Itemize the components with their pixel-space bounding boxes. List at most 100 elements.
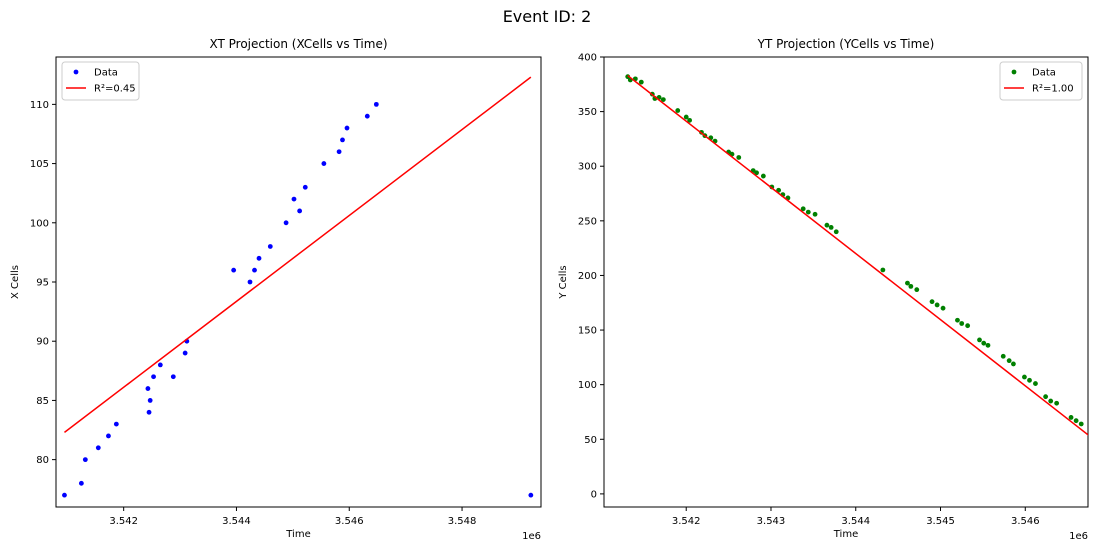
chart1-data-point (675, 108, 681, 113)
chart1-data-point (1054, 400, 1060, 406)
chart0-legend-marker (73, 69, 79, 75)
chart1-ytick-label: 100 (578, 380, 597, 391)
chart0-ylabel: X Cells (10, 265, 21, 299)
chart1-ytick-label: 200 (578, 271, 597, 282)
chart0-xtick-label: 3.546 (335, 516, 364, 527)
chart1-data-point (985, 342, 991, 348)
chart1-ylabel: Y Cells (558, 265, 569, 299)
chart1-xtick-label: 3.542 (672, 516, 701, 527)
chart0-data-point (344, 125, 350, 131)
chart0-ytick-label: 100 (30, 218, 49, 229)
chart1-data-point (1068, 415, 1074, 420)
chart0-data-point (95, 445, 101, 451)
chart1-data-point (1011, 361, 1016, 367)
chart0-data-point (62, 492, 67, 498)
chart0-x-offset-label: 1e6 (522, 531, 541, 542)
chart1-data-point (880, 267, 886, 273)
chart0-data-point (147, 398, 153, 403)
chart0-legend-label: Data (94, 68, 118, 79)
chart1-data-point (1078, 421, 1084, 427)
chart0-data-point (336, 149, 342, 155)
chart1-data-point (934, 302, 940, 308)
chart0-data-layer (62, 76, 534, 498)
chart1-ytick-label: 50 (584, 435, 597, 446)
chart0-ytick-label: 90 (36, 337, 49, 348)
chart1-data-point (905, 280, 910, 286)
chart1-ytick-label: 150 (578, 326, 597, 337)
yt-projection-plot: YT Projection (YCells vs Time) 3.542 3.543… (558, 37, 1089, 542)
chart0-data-point (283, 220, 289, 226)
chart1-ytick-label: 250 (578, 216, 597, 227)
chart0-fit-line (64, 76, 532, 433)
chart1-data-point (1027, 377, 1032, 383)
chart1-data-point (683, 114, 689, 120)
chart1-data-point (660, 97, 666, 102)
chart0-data-point (297, 208, 303, 214)
chart1-data-point (977, 337, 982, 343)
chart1-ytick-label: 400 (578, 53, 597, 64)
chart1-data-point (760, 173, 766, 179)
chart1-ytick-label: 0 (591, 489, 597, 500)
chart0-data-point (151, 374, 156, 380)
chart1-title: YT Projection (YCells vs Time) (757, 37, 935, 51)
chart0-data-point (157, 362, 163, 368)
chart0-title: XT Projection (XCells vs Time) (209, 37, 387, 51)
chart0-data-point (231, 267, 237, 273)
chart1-fit-line (627, 74, 1088, 436)
chart0-data-point (247, 279, 253, 285)
chart0-data-point (321, 161, 327, 166)
chart1-legend: Data R²=1.00 (999, 61, 1083, 101)
chart0-data-point (170, 374, 176, 380)
chart1-data-point (965, 323, 971, 329)
chart0-data-point (78, 480, 84, 486)
chart1-data-point (981, 340, 987, 346)
chart1-ytick-label: 350 (578, 107, 597, 118)
chart1-data-point (833, 229, 839, 235)
chart1-data-point (638, 79, 644, 85)
chart0-xtick-label: 3.548 (448, 516, 477, 527)
chart1-xtick-label: 3.545 (926, 516, 955, 527)
chart1-xtick-label: 3.544 (841, 516, 870, 527)
chart1-legend-label: Data (1032, 68, 1056, 79)
chart0-data-point (528, 492, 534, 498)
chart0-ytick-label: 85 (36, 396, 49, 407)
chart1-data-point (1033, 381, 1038, 386)
chart0-data-point (291, 196, 297, 202)
chart0-data-point (340, 137, 345, 143)
chart1-legend-label: R²=1.00 (1032, 84, 1074, 95)
chart0-data-point (302, 184, 308, 190)
chart0-data-point (267, 244, 273, 249)
chart0-legend: Data R²=0.45 (61, 61, 140, 101)
chart0-ytick-label: 105 (30, 159, 49, 170)
chart1-data-point (1073, 418, 1079, 424)
chart0-legend-label: R²=0.45 (94, 84, 136, 95)
chart0-data-point (256, 255, 262, 261)
chart0-data-point (145, 386, 151, 391)
chart1-data-point (914, 287, 920, 293)
chart1-data-point (908, 283, 914, 289)
chart1-axes-frame (603, 56, 1089, 508)
chart1-xlabel: Time (833, 529, 858, 540)
figure-suptitle: Event ID: 2 (503, 7, 592, 26)
chart1-data-point (929, 299, 935, 305)
chart1-data-point (824, 222, 830, 228)
chart0-data-point (364, 113, 370, 119)
chart1-data-point (940, 305, 946, 311)
chart0-data-point (252, 267, 257, 273)
chart0-legend-box (61, 61, 140, 101)
chart1-data-point (1043, 394, 1049, 400)
chart1-data-layer (625, 74, 1088, 436)
chart1-xtick-label: 3.546 (1011, 516, 1040, 527)
chart1-xtick-label: 3.543 (757, 516, 786, 527)
chart1-data-point (736, 155, 742, 160)
chart0-data-point (113, 421, 119, 427)
chart1-ytick-label: 300 (578, 162, 597, 173)
chart1-data-point (828, 224, 834, 230)
chart0-xtick-label: 3.544 (222, 516, 251, 527)
chart0-data-point (146, 409, 152, 415)
chart0-xtick-label: 3.542 (109, 516, 138, 527)
chart0-xlabel: Time (285, 529, 310, 540)
chart1-data-point (625, 74, 631, 80)
chart1-data-point (800, 206, 806, 212)
